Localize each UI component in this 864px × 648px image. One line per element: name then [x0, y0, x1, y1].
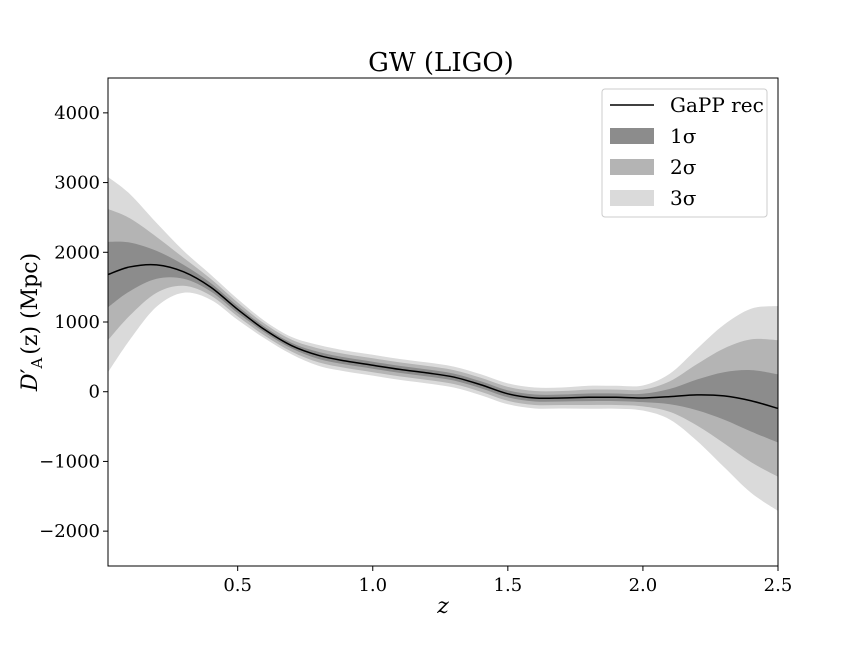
y-tick-label: 4000 [54, 103, 100, 124]
y-tick-label: −1000 [39, 451, 100, 472]
y-tick-label: −2000 [39, 521, 100, 542]
legend-label: 2σ [670, 155, 697, 179]
plot-area [107, 176, 779, 511]
x-tick-label: 1.5 [494, 575, 523, 596]
y-tick-label: 3000 [54, 173, 100, 194]
y-axis: −2000 −1000 0 1000 2000 3000 4000 [39, 103, 108, 542]
band-1-sigma [108, 241, 778, 443]
legend-label: 1σ [670, 124, 697, 148]
legend-patch-swatch [610, 159, 654, 175]
legend-label: GaPP rec [670, 93, 764, 117]
y-tick-label: 2000 [54, 242, 100, 263]
x-tick-label: 0.5 [223, 575, 252, 596]
y-axis-label-sub: A [28, 358, 46, 370]
legend-patch-swatch [610, 190, 654, 206]
band-2-sigma [108, 209, 778, 477]
x-tick-label: 2.5 [764, 575, 793, 596]
y-tick-label: 1000 [54, 312, 100, 333]
legend-patch-swatch [610, 128, 654, 144]
y-axis-label-prime: ′ [18, 369, 43, 374]
legend: GaPP rec 1σ 2σ 3σ [601, 88, 768, 218]
y-axis-label: D′A (z) (Mpc) [18, 253, 46, 392]
x-tick-label: 2.0 [629, 575, 658, 596]
x-axis-label: z [436, 594, 449, 619]
y-axis-label-main: D [18, 373, 43, 392]
mean-line-gapp-rec [107, 263, 779, 410]
chart-title: GW (LIGO) [368, 48, 514, 78]
x-tick-label: 1.0 [358, 575, 387, 596]
legend-label: 3σ [670, 186, 697, 210]
x-axis: 0.5 1.0 1.5 2.0 2.5 [223, 566, 792, 596]
y-tick-label: 0 [89, 382, 100, 403]
band-3-sigma [108, 176, 778, 511]
y-axis-label-rest: (z) (Mpc) [18, 253, 43, 355]
legend-box [601, 88, 768, 218]
